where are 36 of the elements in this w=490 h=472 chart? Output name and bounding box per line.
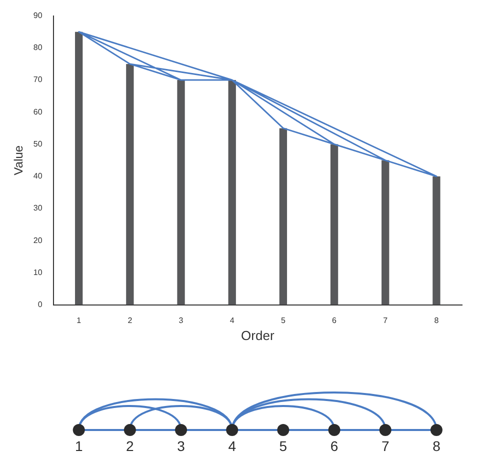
category-label: 4 [228,438,236,454]
y-tick-label: 60 [33,107,43,116]
x-tick-label: 2 [128,316,133,325]
category-label: 2 [126,438,134,454]
y-tick-label: 40 [33,172,43,181]
bar [330,144,338,305]
y-tick-label: 30 [33,204,43,213]
category-label: 6 [330,438,338,454]
y-tick-label: 80 [33,43,43,52]
category-label: 7 [381,438,390,454]
x-tick-label: 4 [230,316,235,325]
x-tick-label: 6 [332,316,338,325]
x-axis-title: Order [241,328,275,343]
category-label: 1 [74,438,83,454]
x-tick-label: 8 [434,316,440,325]
y-tick-label: 50 [33,139,43,148]
bar [228,80,236,305]
y-tick-label: 70 [33,75,43,84]
category-label: 3 [177,438,185,454]
y-tick-label: 10 [33,268,43,277]
x-tick-label: 5 [280,316,286,325]
bar [279,128,288,305]
bar [126,64,134,305]
y-axis-title: Value [12,145,26,176]
y-tick-label: 0 [38,300,43,310]
bar [75,32,83,305]
y-tick-label: 90 [33,11,43,20]
x-tick-label: 7 [383,316,388,325]
category-label: 8 [432,438,440,454]
category-label: 5 [279,438,288,454]
bar [382,160,390,305]
y-tick-label: 20 [33,236,43,245]
bar [432,176,440,305]
x-tick-label: 1 [76,316,82,325]
bar [177,80,185,305]
x-tick-label: 3 [178,316,184,325]
